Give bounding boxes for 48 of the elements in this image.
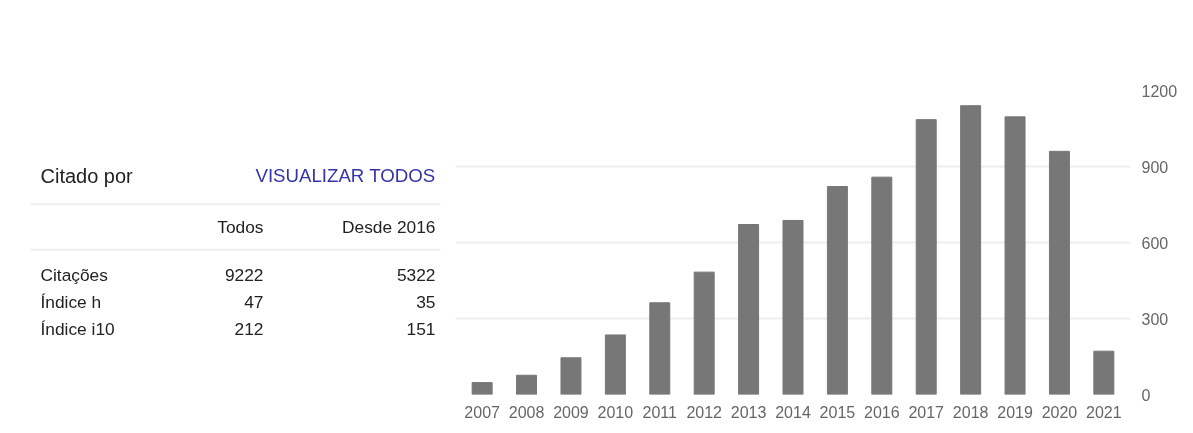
text: Citações (40, 265, 109, 286)
text: Índice h (40, 291, 102, 312)
y-tick-label: 900 (1141, 158, 1169, 176)
bar (604, 334, 626, 395)
text: 151 (406, 318, 436, 339)
bar (826, 186, 848, 395)
x-tick-label: 2014 (775, 403, 811, 421)
text: Desde 2016 (342, 216, 436, 237)
y-tick-label: 0 (1141, 386, 1151, 404)
x-tick-label: 2019 (997, 403, 1033, 421)
x-tick-label: 2011 (642, 403, 678, 421)
bar (471, 382, 493, 395)
text: 9222 (224, 265, 264, 286)
bar (871, 176, 893, 395)
y-tick-label: 600 (1141, 234, 1169, 252)
x-tick-label: 2008 (508, 403, 545, 421)
text: 212 (234, 318, 264, 339)
bar (560, 357, 582, 395)
text: 5322 (396, 265, 436, 286)
bar (693, 271, 715, 395)
text: VISUALIZAR TODOS (255, 165, 436, 187)
x-tick-label: 2016 (864, 403, 900, 421)
x-tick-label: 2009 (553, 403, 589, 421)
x-tick-label: 2018 (952, 403, 989, 421)
bar (1048, 150, 1070, 395)
x-tick-label: 2013 (730, 403, 767, 421)
bar (738, 224, 760, 395)
text: 35 (416, 291, 436, 312)
bar (1093, 350, 1115, 395)
text: Índice i10 (40, 318, 115, 339)
bar (915, 119, 937, 395)
bar (782, 219, 804, 395)
x-tick-label: 2017 (908, 403, 945, 421)
x-tick-label: 2012 (686, 403, 723, 421)
x-tick-label: 2010 (597, 403, 634, 421)
y-tick-label: 1200 (1141, 82, 1178, 100)
x-tick-label: 2021 (1086, 403, 1122, 421)
text: 47 (244, 291, 264, 312)
y-tick-label: 300 (1141, 310, 1169, 328)
text: Citado por (40, 164, 134, 187)
x-tick-label: 2020 (1041, 403, 1078, 421)
bar (960, 105, 982, 395)
bar (516, 374, 538, 395)
x-tick-label: 2015 (819, 403, 856, 421)
x-tick-label: 2007 (464, 403, 501, 421)
bar (1004, 116, 1026, 395)
bar (649, 302, 671, 395)
text: Todos (217, 216, 264, 237)
